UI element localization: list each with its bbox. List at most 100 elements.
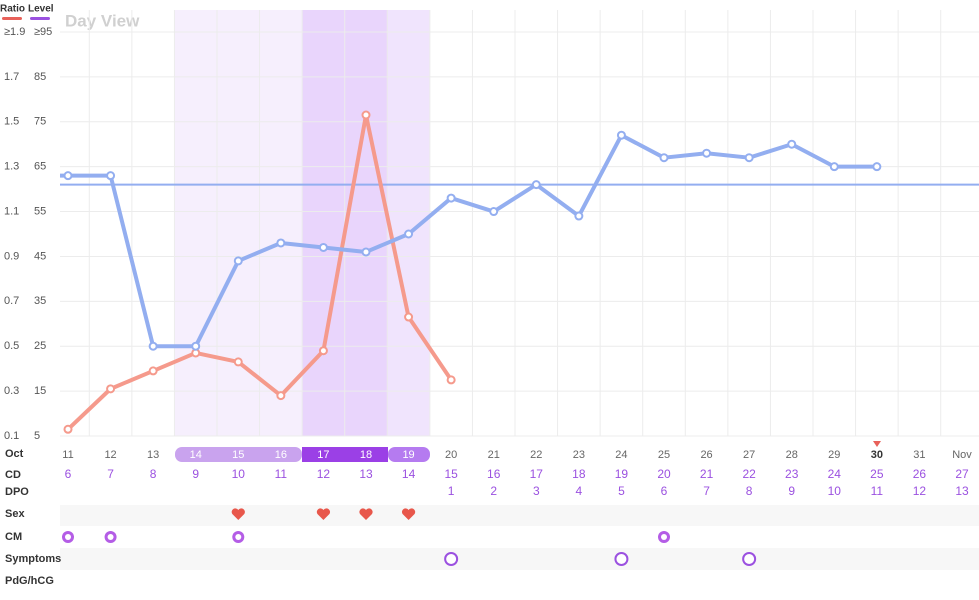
cm-icon-inner <box>661 534 667 540</box>
row-bg <box>60 505 979 526</box>
data-point <box>148 341 158 351</box>
dpo-label: 3 <box>533 484 540 498</box>
y2-tick-label: 1.1 <box>4 205 19 217</box>
dpo-label: 13 <box>955 484 969 498</box>
cd-label: 17 <box>530 467 544 481</box>
dpo-label: 7 <box>703 484 710 498</box>
data-point <box>276 391 286 401</box>
sex-icon <box>231 508 245 520</box>
data-point <box>531 180 541 190</box>
data-point <box>361 247 371 257</box>
data-point <box>404 229 414 239</box>
data-point <box>787 139 797 149</box>
data-point <box>702 148 712 158</box>
date-label: 13 <box>147 449 159 461</box>
today-marker <box>873 441 881 447</box>
row-label: Sex <box>5 508 25 520</box>
dpo-label: 9 <box>788 484 795 498</box>
data-point <box>446 375 456 385</box>
date-label: 25 <box>658 449 670 461</box>
date-label: 26 <box>700 449 712 461</box>
dpo-label: 10 <box>828 484 842 498</box>
cd-label: 13 <box>359 467 373 481</box>
cd-label: 26 <box>913 467 927 481</box>
row-bg <box>60 548 979 570</box>
row-label: CM <box>5 531 22 543</box>
date-label: 27 <box>743 449 755 461</box>
row-label: Symptoms <box>5 553 61 565</box>
date-label: 19 <box>402 449 414 461</box>
data-point <box>233 357 243 367</box>
data-point <box>106 171 116 181</box>
data-point <box>872 162 882 172</box>
data-point <box>744 153 754 163</box>
data-point <box>489 207 499 217</box>
data-point <box>318 346 328 356</box>
date-pill <box>388 447 430 462</box>
data-point <box>446 193 456 203</box>
date-label: 14 <box>190 449 202 461</box>
date-label: 20 <box>445 449 457 461</box>
y2-tick-label: ≥1.9 <box>4 26 25 38</box>
y2-tick-label: 1.7 <box>4 71 19 83</box>
data-point <box>616 130 626 140</box>
cd-label: 23 <box>785 467 799 481</box>
legend-label: Level <box>28 4 54 15</box>
month-label: Oct <box>5 448 24 460</box>
y-tick-label: ≥95 <box>34 26 52 38</box>
cd-label: 15 <box>444 467 458 481</box>
date-label: 30 <box>871 449 883 461</box>
cm-icon-inner <box>65 534 71 540</box>
dpo-label: 1 <box>448 484 455 498</box>
date-pill <box>302 447 388 462</box>
y2-tick-label: 1.3 <box>4 161 19 173</box>
y2-tick-label: 0.7 <box>4 295 19 307</box>
y2-tick-label: 0.1 <box>4 430 19 442</box>
data-point <box>191 341 201 351</box>
dpo-label: 6 <box>661 484 668 498</box>
dpo-label: 8 <box>746 484 753 498</box>
data-point <box>318 242 328 252</box>
y2-tick-label: 0.9 <box>4 250 19 262</box>
cd-label: 20 <box>657 467 671 481</box>
date-label: 28 <box>786 449 798 461</box>
legend-swatch <box>2 17 22 20</box>
cd-label: 11 <box>275 467 288 481</box>
y-tick-label: 75 <box>34 116 46 128</box>
data-point <box>404 312 414 322</box>
cd-label: 8 <box>150 467 157 481</box>
cd-label: 27 <box>955 467 969 481</box>
data-point <box>63 171 73 181</box>
y-tick-label: 85 <box>34 71 46 83</box>
data-point <box>829 162 839 172</box>
y2-tick-label: 1.5 <box>4 116 19 128</box>
dpo-label: 12 <box>913 484 927 498</box>
date-label: 12 <box>104 449 116 461</box>
symptom-icon <box>614 552 629 566</box>
symptom-icon <box>742 552 757 566</box>
y-tick-label: 15 <box>34 385 46 397</box>
fertile-band <box>175 10 302 436</box>
chart-title: Day View <box>65 11 140 30</box>
date-label: Nov <box>952 449 972 461</box>
date-label: 11 <box>62 449 73 461</box>
date-label: 24 <box>615 449 627 461</box>
dpo-label: 4 <box>576 484 583 498</box>
row-label: CD <box>5 469 21 481</box>
cd-label: 24 <box>828 467 842 481</box>
sex-icon <box>359 508 373 520</box>
data-point <box>148 366 158 376</box>
date-label: 21 <box>488 449 500 461</box>
y-tick-label: 55 <box>34 205 46 217</box>
cd-label: 6 <box>65 467 72 481</box>
cm-icon-inner <box>235 534 242 540</box>
series-line <box>60 133 877 349</box>
date-label: 18 <box>360 449 372 461</box>
y-tick-label: 45 <box>34 250 46 262</box>
date-label: 29 <box>828 449 840 461</box>
y2-tick-label: 0.3 <box>4 385 19 397</box>
y2-tick-label: 0.5 <box>4 340 19 352</box>
cd-label: 19 <box>615 467 629 481</box>
dpo-label: 5 <box>618 484 625 498</box>
cd-label: 16 <box>487 467 501 481</box>
